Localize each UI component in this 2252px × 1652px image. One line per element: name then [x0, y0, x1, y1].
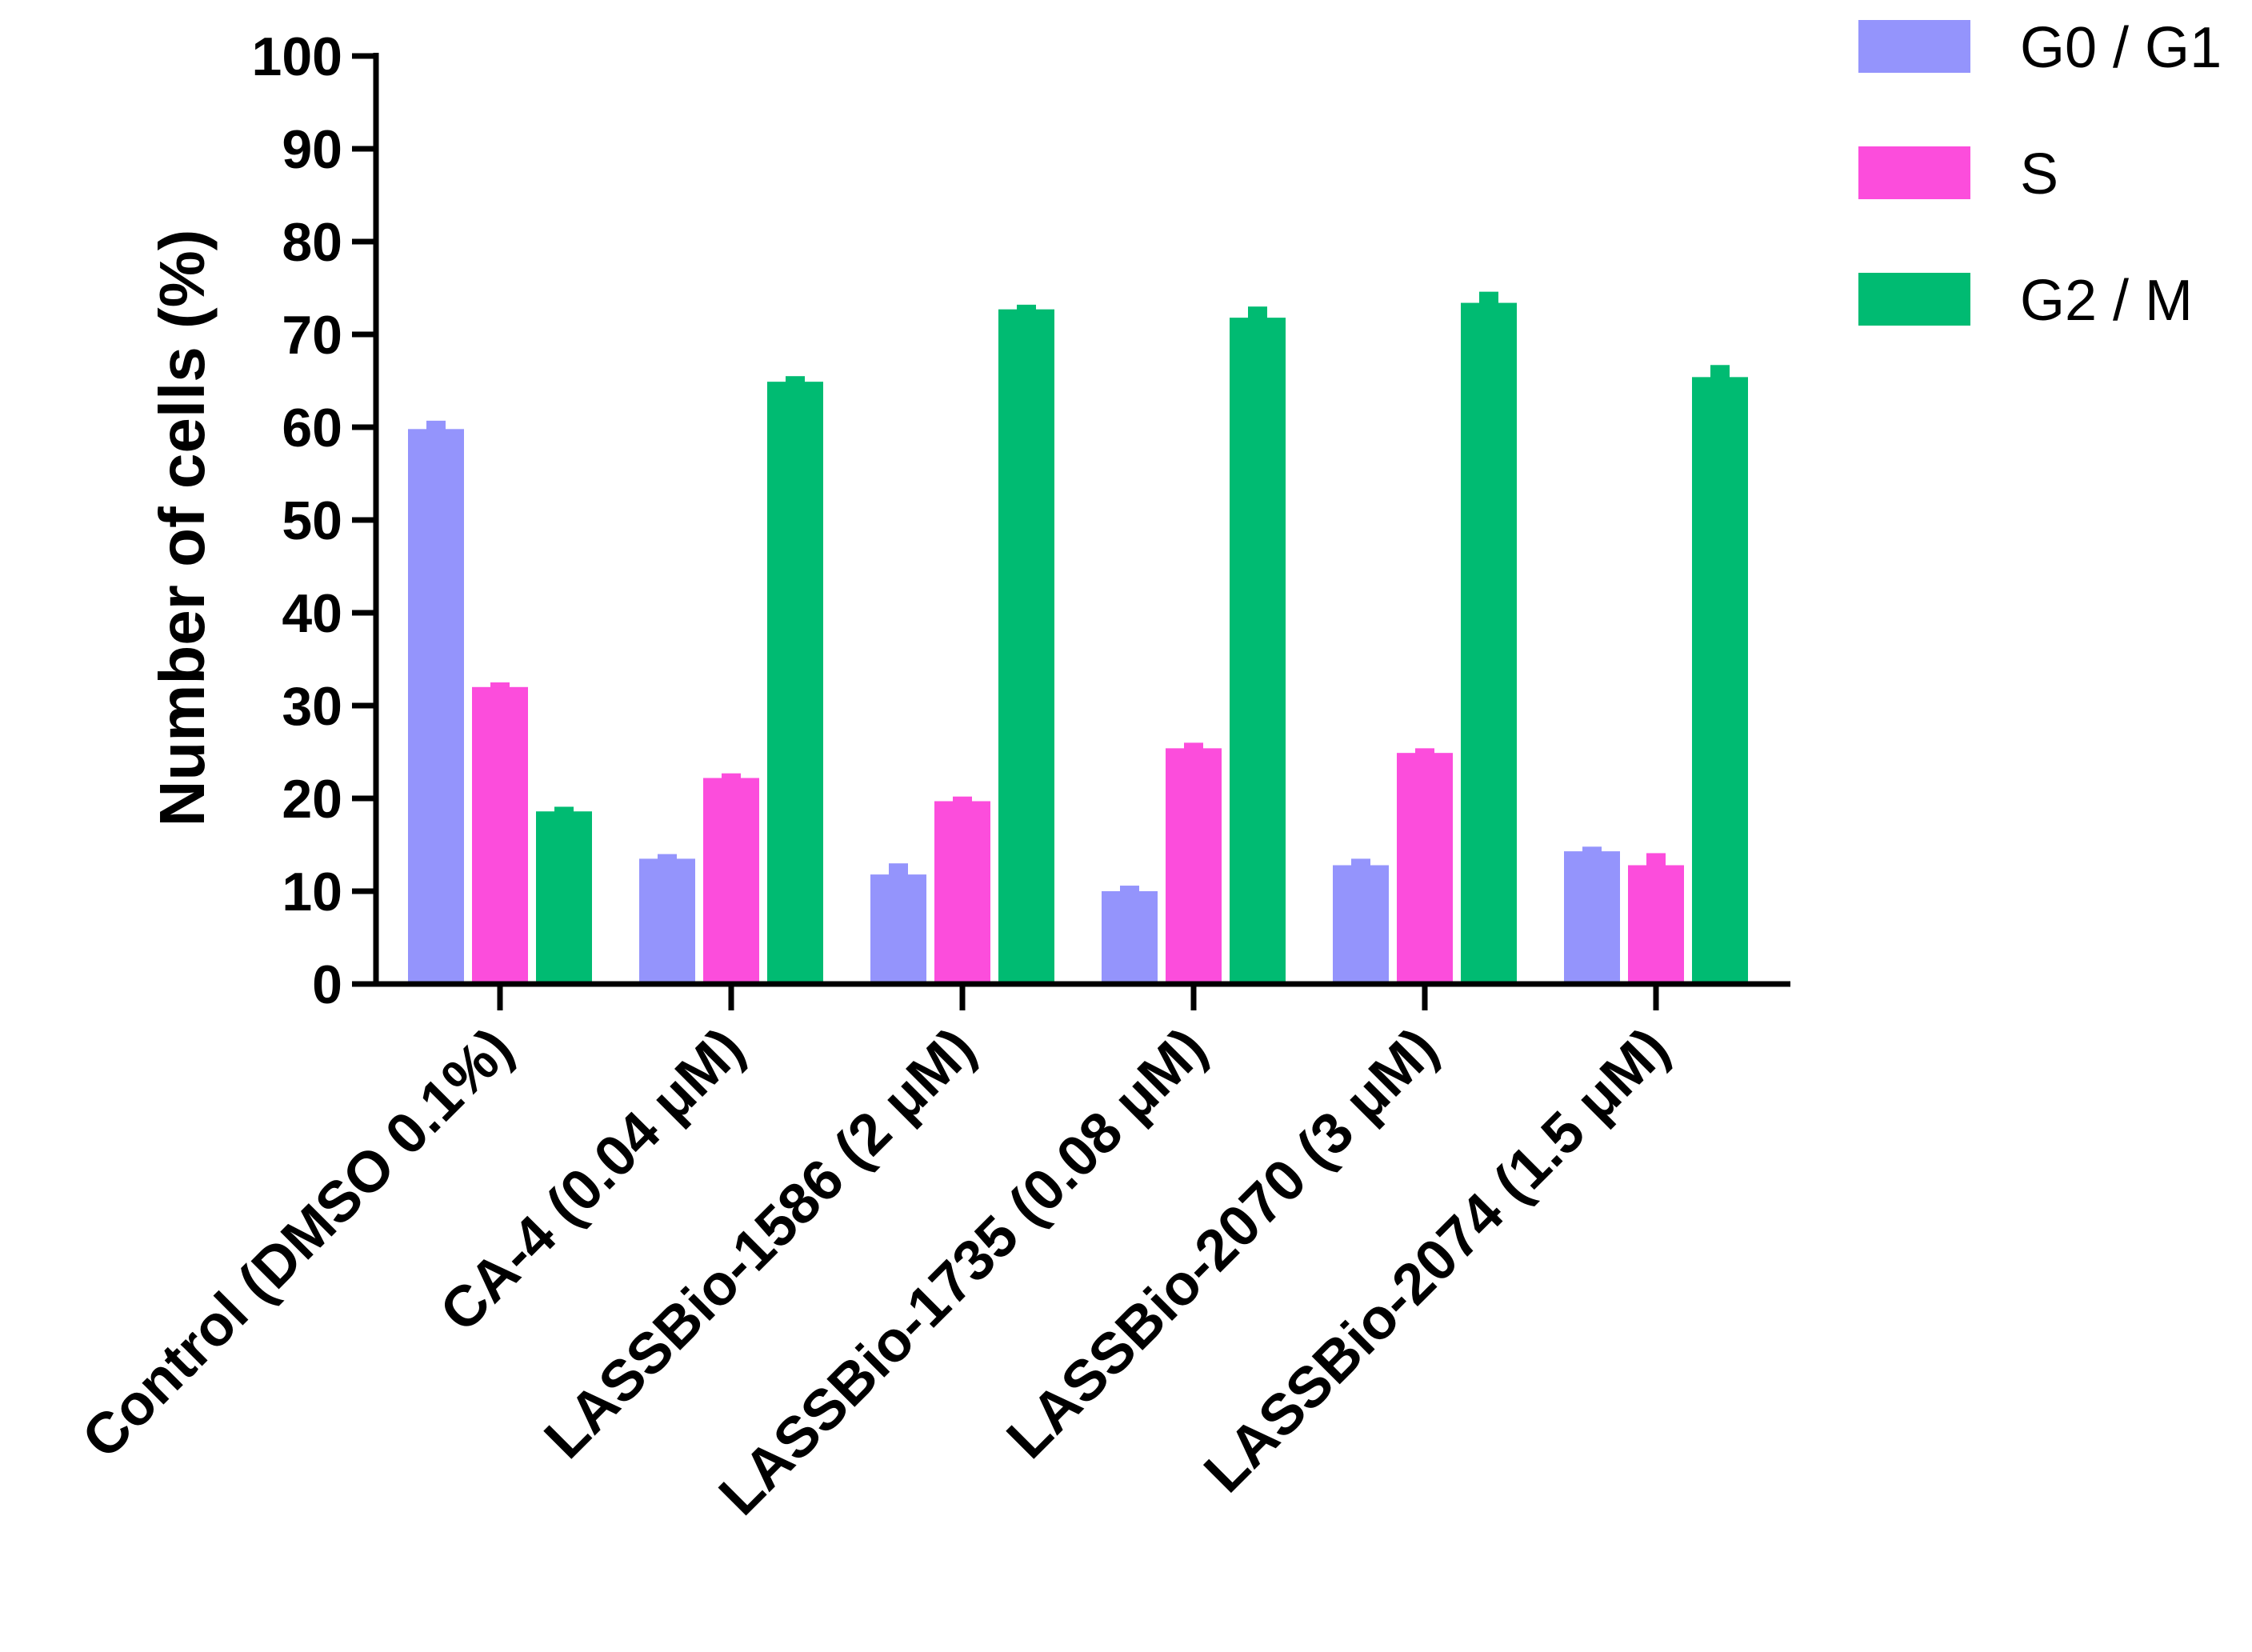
bar	[408, 429, 464, 984]
bar	[1333, 865, 1389, 984]
error-bar	[786, 376, 805, 383]
bar	[934, 801, 990, 984]
category-label: LASSBio-1586 (2 μM)	[533, 1016, 988, 1471]
y-axis-ticks: 0 10 20 30 40 50 60 70 80 90 100	[252, 26, 376, 1015]
bar	[998, 309, 1054, 984]
legend-swatch	[1858, 146, 1970, 199]
y-tick-label: 90	[282, 119, 342, 180]
bar	[1102, 891, 1158, 984]
bar	[639, 858, 695, 984]
legend-label: G0 / G1	[2020, 16, 2222, 80]
y-tick-label: 50	[282, 490, 342, 551]
error-bar	[490, 682, 510, 688]
y-tick-label: 80	[282, 212, 342, 273]
error-bar	[1582, 846, 1602, 853]
error-bar	[1351, 858, 1370, 866]
error-bar	[1120, 886, 1139, 892]
legend-label: G2 / M	[2020, 269, 2193, 333]
legend-swatch	[1858, 273, 1970, 326]
y-tick-label: 100	[252, 26, 342, 87]
error-bar	[1248, 306, 1267, 319]
bar	[1230, 318, 1286, 984]
bar	[870, 874, 926, 984]
bar	[1564, 851, 1620, 984]
error-bar	[426, 420, 446, 430]
legend-label: S	[2020, 142, 2058, 206]
y-tick-label: 10	[282, 862, 342, 922]
bars	[408, 291, 1748, 984]
y-tick-label: 40	[282, 583, 342, 644]
error-bar	[554, 806, 574, 813]
legend-swatch	[1858, 20, 1970, 73]
error-bar	[722, 773, 741, 779]
category-label: LASSBio-1735 (0.08 μM)	[707, 1016, 1218, 1527]
category-label: Control (DMSO 0.1%)	[70, 1016, 526, 1471]
error-bar	[1017, 304, 1036, 310]
error-bar	[1184, 742, 1203, 750]
bar	[767, 382, 823, 984]
error-bar	[1646, 853, 1666, 866]
error-bar	[658, 854, 677, 860]
error-bar	[1415, 748, 1434, 754]
category-label: LASSBio-2074 (1.5 μM)	[1192, 1016, 1681, 1505]
category-label: LASSBio-2070 (3 μM)	[995, 1016, 1450, 1471]
bar	[1166, 748, 1222, 984]
bar	[1397, 753, 1453, 984]
x-axis-ticks: Control (DMSO 0.1%)CA-4 (0.04 μM)LASSBio…	[70, 984, 1681, 1527]
y-tick-label: 70	[282, 305, 342, 366]
y-axis-title: Number of cells (%)	[146, 230, 218, 827]
bar	[1628, 865, 1684, 984]
y-tick-label: 20	[282, 769, 342, 830]
y-tick-label: 60	[282, 398, 342, 458]
bar	[472, 686, 528, 984]
bar	[536, 811, 592, 984]
error-bar	[1479, 291, 1498, 304]
bar	[703, 778, 759, 984]
error-bar	[953, 796, 972, 802]
bar	[1461, 302, 1517, 984]
legend: G0 / G1 S G2 / M	[1858, 16, 2222, 333]
y-tick-label: 30	[282, 676, 342, 737]
y-tick-label: 0	[312, 954, 342, 1015]
bar	[1692, 377, 1748, 984]
error-bar	[1710, 365, 1730, 378]
error-bar	[889, 863, 908, 876]
